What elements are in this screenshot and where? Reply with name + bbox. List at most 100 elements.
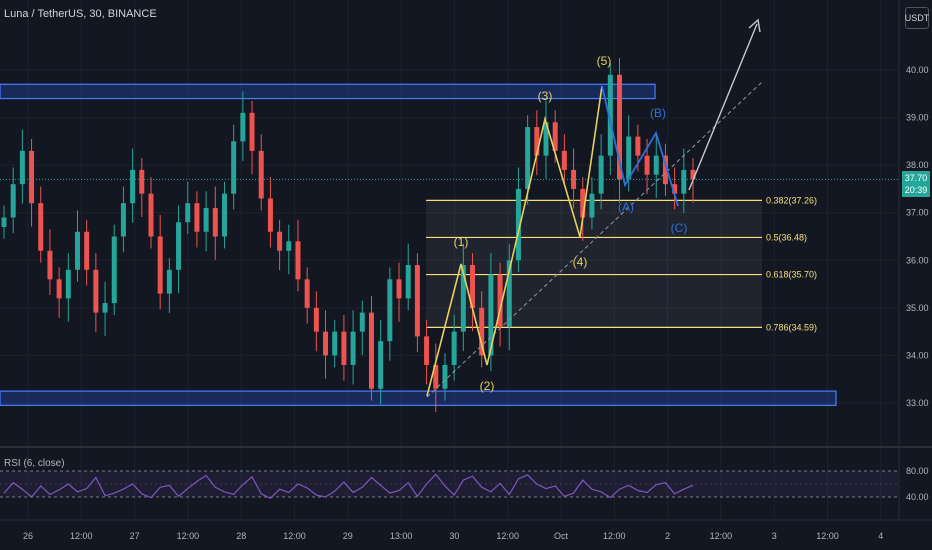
candle-body <box>433 364 439 389</box>
candle-body <box>525 127 531 189</box>
wave-label: (A) <box>618 200 634 214</box>
support-zone <box>0 390 837 406</box>
candle-body <box>396 279 402 299</box>
candle-body <box>221 193 227 237</box>
candle-body <box>157 236 163 294</box>
candle-body <box>286 241 292 251</box>
x-tick-label: 12:00 <box>70 531 93 541</box>
candle-body <box>332 331 338 356</box>
candle-body <box>414 265 420 337</box>
candle-body <box>139 169 145 194</box>
candle-body <box>29 150 35 204</box>
x-tick-label: 29 <box>343 531 353 541</box>
candle-body <box>644 155 650 175</box>
x-tick-label: 12:00 <box>177 531 200 541</box>
candles <box>1 58 696 413</box>
candle-body <box>617 74 623 180</box>
candle-body <box>84 231 90 270</box>
candle-body <box>10 184 16 218</box>
candle-body <box>424 336 430 365</box>
rsi-line <box>3 473 694 500</box>
bar-countdown: 20:39 <box>904 185 928 195</box>
candle-body <box>405 265 411 299</box>
rsi-tick-label: 80.00 <box>906 466 929 476</box>
wave-label: (4) <box>573 255 588 269</box>
candle-body <box>378 341 384 389</box>
candle-body <box>359 312 365 332</box>
impulse-wave-line <box>426 85 603 397</box>
candle-body <box>589 193 595 218</box>
resistance-zone <box>0 83 656 100</box>
x-tick-label: 12:00 <box>710 531 733 541</box>
candle-body <box>1 217 7 227</box>
symbol-title[interactable]: Luna / TetherUS, 30, BINANCE <box>4 8 157 20</box>
x-tick-label: Oct <box>554 531 569 541</box>
candle-body <box>249 112 255 151</box>
x-tick-label: 12:00 <box>603 531 626 541</box>
elliott-wave: (1) (2) (3) (4) (5) (A) (B) (C) <box>426 54 688 397</box>
candle-body <box>488 274 494 356</box>
x-tick-label: 12:00 <box>283 531 306 541</box>
candle-body <box>387 279 393 342</box>
candle-body <box>120 203 126 237</box>
y-tick-label: 33.00 <box>906 398 929 408</box>
y-tick-label: 38.00 <box>906 160 929 170</box>
candle-body <box>341 331 347 365</box>
y-tick-label: 35.00 <box>906 303 929 313</box>
candle-body <box>176 222 182 270</box>
x-tick-label: 12:00 <box>496 531 519 541</box>
candle-body <box>277 231 283 251</box>
x-tick-label: 30 <box>449 531 459 541</box>
y-tick-label: 37.00 <box>906 208 929 218</box>
candle-body <box>65 269 71 299</box>
candle-body <box>580 188 586 218</box>
candle-body <box>442 364 448 389</box>
y-tick-label: 36.00 <box>906 255 929 265</box>
candle-body <box>451 331 457 365</box>
x-tick-label: 4 <box>878 531 883 541</box>
rsi-indicator-label[interactable]: RSI (6, close) <box>4 458 65 469</box>
x-tick-label: 26 <box>23 531 33 541</box>
fib-shading <box>426 200 762 328</box>
candle-body <box>543 122 549 156</box>
candle-body <box>368 312 374 389</box>
candle-body <box>148 193 154 237</box>
candle-body <box>561 150 567 170</box>
candle-body <box>479 307 485 356</box>
wave-label: (2) <box>480 379 495 393</box>
wave-label: (C) <box>671 221 688 235</box>
rsi-band <box>0 471 898 497</box>
x-tick-label: 3 <box>772 531 777 541</box>
candle-body <box>460 265 466 332</box>
x-tick-label: 13:00 <box>390 531 413 541</box>
candle-body <box>203 207 209 232</box>
candle-body <box>690 169 696 180</box>
y-tick-label: 39.00 <box>906 113 929 123</box>
candle-body <box>598 155 604 194</box>
candle-body <box>130 169 136 204</box>
candle-body <box>350 331 356 365</box>
candle-body <box>304 279 310 308</box>
candle-body <box>635 136 641 156</box>
candle-body <box>552 122 558 151</box>
currency-badge[interactable]: USDT <box>905 7 929 29</box>
candle-body <box>74 231 80 270</box>
candle-body <box>626 136 632 180</box>
candle-body <box>313 307 319 332</box>
last-price-tag: 37.70 20:39 <box>902 171 930 197</box>
candle-body <box>515 188 521 261</box>
candle-body <box>258 150 264 199</box>
candle-body <box>47 250 53 280</box>
projection-arrow <box>688 23 758 191</box>
candle-body <box>672 184 678 194</box>
candle-body <box>681 169 687 194</box>
candle-body <box>240 112 246 142</box>
fib-level-label: 0.382(37.26) <box>766 195 817 205</box>
candle-body <box>194 203 200 232</box>
candle-body <box>19 150 25 185</box>
candle-body <box>534 127 540 156</box>
candle-body <box>267 198 273 232</box>
candle-body <box>607 74 613 156</box>
candle-body <box>506 260 512 327</box>
